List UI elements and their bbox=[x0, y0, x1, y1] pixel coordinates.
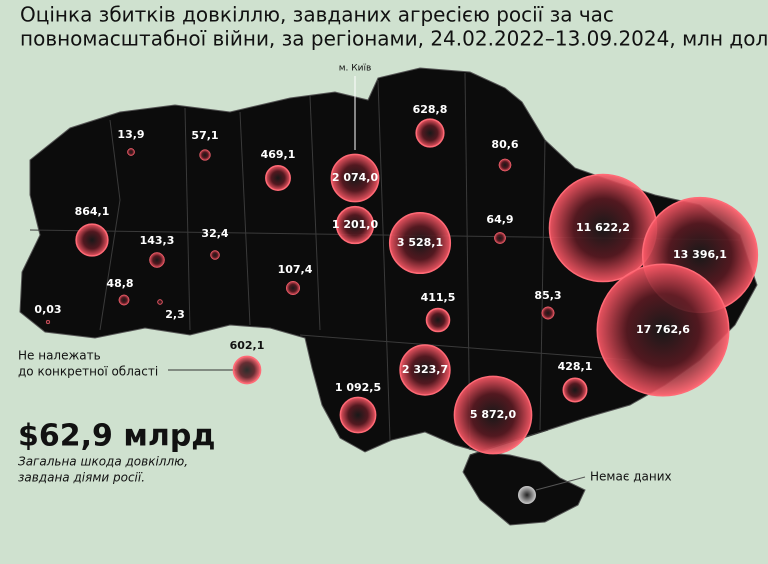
bubble-label: 602,1 bbox=[230, 339, 265, 352]
title: Оцінка збитків довкіллю, завданих агресі… bbox=[20, 3, 614, 27]
total: $62,9 млрд bbox=[18, 419, 216, 454]
bubble bbox=[157, 299, 163, 305]
bubble bbox=[330, 153, 380, 203]
bubble-label: 85,3 bbox=[534, 289, 561, 302]
bubble bbox=[232, 355, 262, 385]
bubble-label: 3 528,1 bbox=[397, 236, 443, 249]
bubble-label: 0,03 bbox=[34, 303, 61, 316]
total-caption: завдана діями росії. bbox=[18, 471, 145, 485]
map-ukraine bbox=[19, 67, 758, 526]
note-text: до конкретної області bbox=[18, 365, 158, 379]
bubble-label: 411,5 bbox=[421, 291, 456, 304]
bubble bbox=[149, 252, 165, 268]
total-caption: Загальна шкода довкіллю, bbox=[18, 455, 188, 469]
bubble-label: 17 762,6 bbox=[636, 323, 690, 336]
bubble-label: 48,8 bbox=[106, 277, 133, 290]
bubble-label: 32,4 bbox=[201, 227, 228, 240]
bubble bbox=[265, 165, 291, 191]
note-text: Не належать bbox=[18, 349, 101, 363]
bubble bbox=[339, 396, 377, 434]
bubble-label: 13 396,1 bbox=[673, 248, 727, 261]
bubble bbox=[75, 223, 109, 257]
bubble-label: 1 092,5 bbox=[335, 381, 381, 394]
bubble bbox=[210, 250, 220, 260]
bubble-label: 143,3 bbox=[140, 234, 175, 247]
bubble-label: 80,6 bbox=[491, 138, 518, 151]
bubble-label: 428,1 bbox=[558, 360, 593, 373]
bubble bbox=[541, 306, 555, 320]
bubble-label: 107,4 bbox=[278, 263, 313, 276]
bubble bbox=[388, 211, 452, 275]
no-data-marker bbox=[518, 486, 536, 504]
bubble bbox=[199, 149, 211, 161]
bubble bbox=[127, 148, 135, 156]
bubble-label: 1 201,0 bbox=[332, 218, 379, 231]
no-data-label: Немає даних bbox=[590, 470, 672, 484]
bubble bbox=[494, 232, 506, 244]
bubble-label: 57,1 bbox=[191, 129, 218, 142]
bubble bbox=[399, 344, 451, 396]
bubble-label: 628,8 bbox=[413, 103, 448, 116]
bubble bbox=[118, 294, 130, 306]
bubble bbox=[415, 118, 445, 148]
bubble bbox=[596, 263, 730, 397]
bubble-label: 2 323,7 bbox=[402, 363, 448, 376]
bubble-label: 469,1 bbox=[261, 148, 296, 161]
no-data-leader bbox=[535, 476, 586, 491]
bubbles: 13,9 57,1 469,1 864,1 143,3 32,4 48,8 0,03 2,3 10… bbox=[34, 103, 759, 455]
bubble-label: 64,9 bbox=[486, 213, 513, 226]
bubble-label: 13,9 bbox=[117, 128, 144, 141]
bubble bbox=[335, 205, 375, 245]
bubble-label: 864,1 bbox=[75, 205, 110, 218]
bubble bbox=[453, 375, 533, 455]
bubble-label: 2,3 bbox=[165, 308, 185, 321]
bubble-label: 11 622,2 bbox=[576, 221, 630, 234]
bubble-label: 5 872,0 bbox=[470, 408, 517, 421]
bubble-label: 2 074,0 bbox=[332, 171, 379, 184]
bubble bbox=[45, 319, 51, 325]
bubble bbox=[425, 307, 451, 333]
bubble bbox=[498, 158, 512, 172]
bubble bbox=[285, 280, 301, 296]
kyiv-label: м. Київ bbox=[339, 64, 372, 74]
title: повномасштабної війни, за регіонами, 24.… bbox=[20, 27, 768, 51]
bubble bbox=[562, 377, 588, 403]
